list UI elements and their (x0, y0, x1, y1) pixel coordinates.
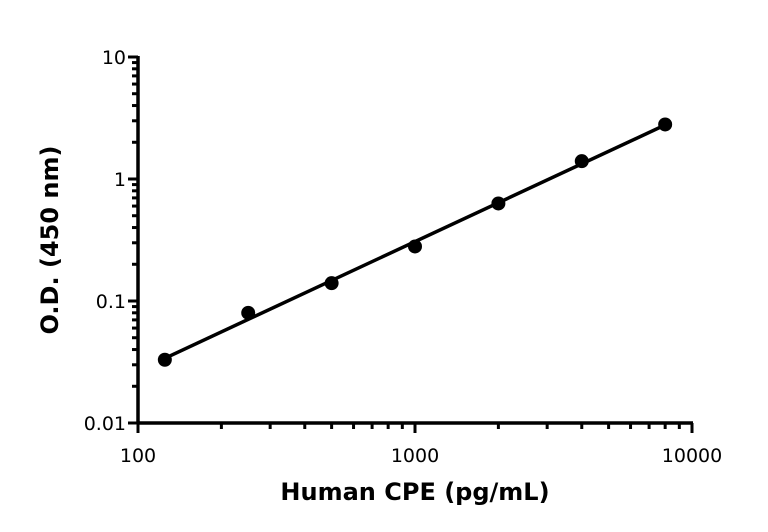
data-point (241, 305, 256, 320)
y-tick-label-0.1: 0.1 (96, 291, 126, 313)
data-point (658, 117, 673, 132)
data-point (408, 239, 422, 254)
x-axis (136, 421, 694, 433)
y-tick-label-0.01: 0.01 (84, 413, 126, 435)
y-axis (128, 55, 140, 425)
data-point (324, 276, 339, 291)
x-axis-title: Human CPE (pg/mL) (280, 478, 549, 506)
y-tick-label-1: 1 (114, 169, 126, 191)
data-points (157, 117, 673, 367)
data-point (574, 154, 589, 169)
x-tick-label-100: 100 (120, 445, 156, 467)
data-point (157, 352, 172, 367)
y-axis-title: O.D. (450 nm) (36, 146, 64, 335)
data-point (491, 196, 506, 211)
x-tick-label-10000: 10000 (662, 445, 722, 467)
y-tick-label-10: 10 (102, 47, 126, 69)
x-tick-label-1000: 1000 (391, 445, 439, 467)
